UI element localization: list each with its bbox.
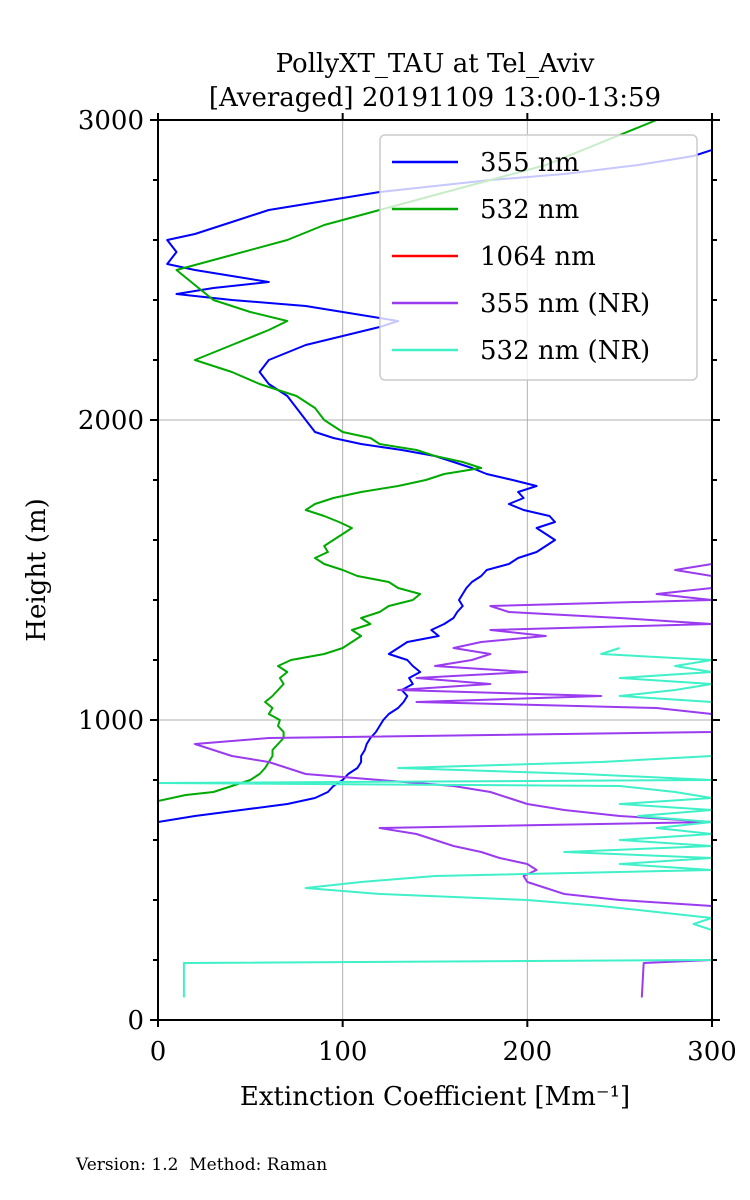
x-tick-label: 200 [503,1037,553,1067]
x-tick-label: 100 [318,1037,368,1067]
series-line-5 [158,647,712,998]
legend-label: 355 nm [480,148,579,178]
legend-label: 355 nm (NR) [480,289,650,319]
chart-subtitle: [Averaged] 20191109 13:00-13:59 [209,83,661,113]
legend-label: 532 nm (NR) [480,336,650,366]
version-footer: Version: 1.2 Method: Raman [76,1155,328,1175]
legend-label: 532 nm [480,195,579,225]
x-axis-label: Extinction Coefficient [Mm⁻¹] [240,1082,630,1112]
y-axis-label: Height (m) [22,498,52,641]
y-tick-label: 3000 [78,106,144,136]
x-tick-label: 0 [150,1037,167,1067]
y-tick-label: 2000 [78,406,144,436]
legend-label: 1064 nm [480,242,596,272]
series-line-4 [193,528,712,998]
legend-box [379,134,698,381]
series-line-1 [158,149,712,823]
series-line-2 [158,120,657,802]
legend: 355 nm 532 nm 1064 nm 355 nm (NR) 532 nm (NR… [379,134,698,381]
y-tick-label: 1000 [78,706,144,736]
plot-frame [157,119,713,1021]
y-tick-label: 0 [127,1006,144,1036]
chart-title: PollyXT_TAU at Tel_Aviv [276,49,595,79]
series-layer [158,120,712,998]
x-tick-label: 300 [687,1037,737,1067]
